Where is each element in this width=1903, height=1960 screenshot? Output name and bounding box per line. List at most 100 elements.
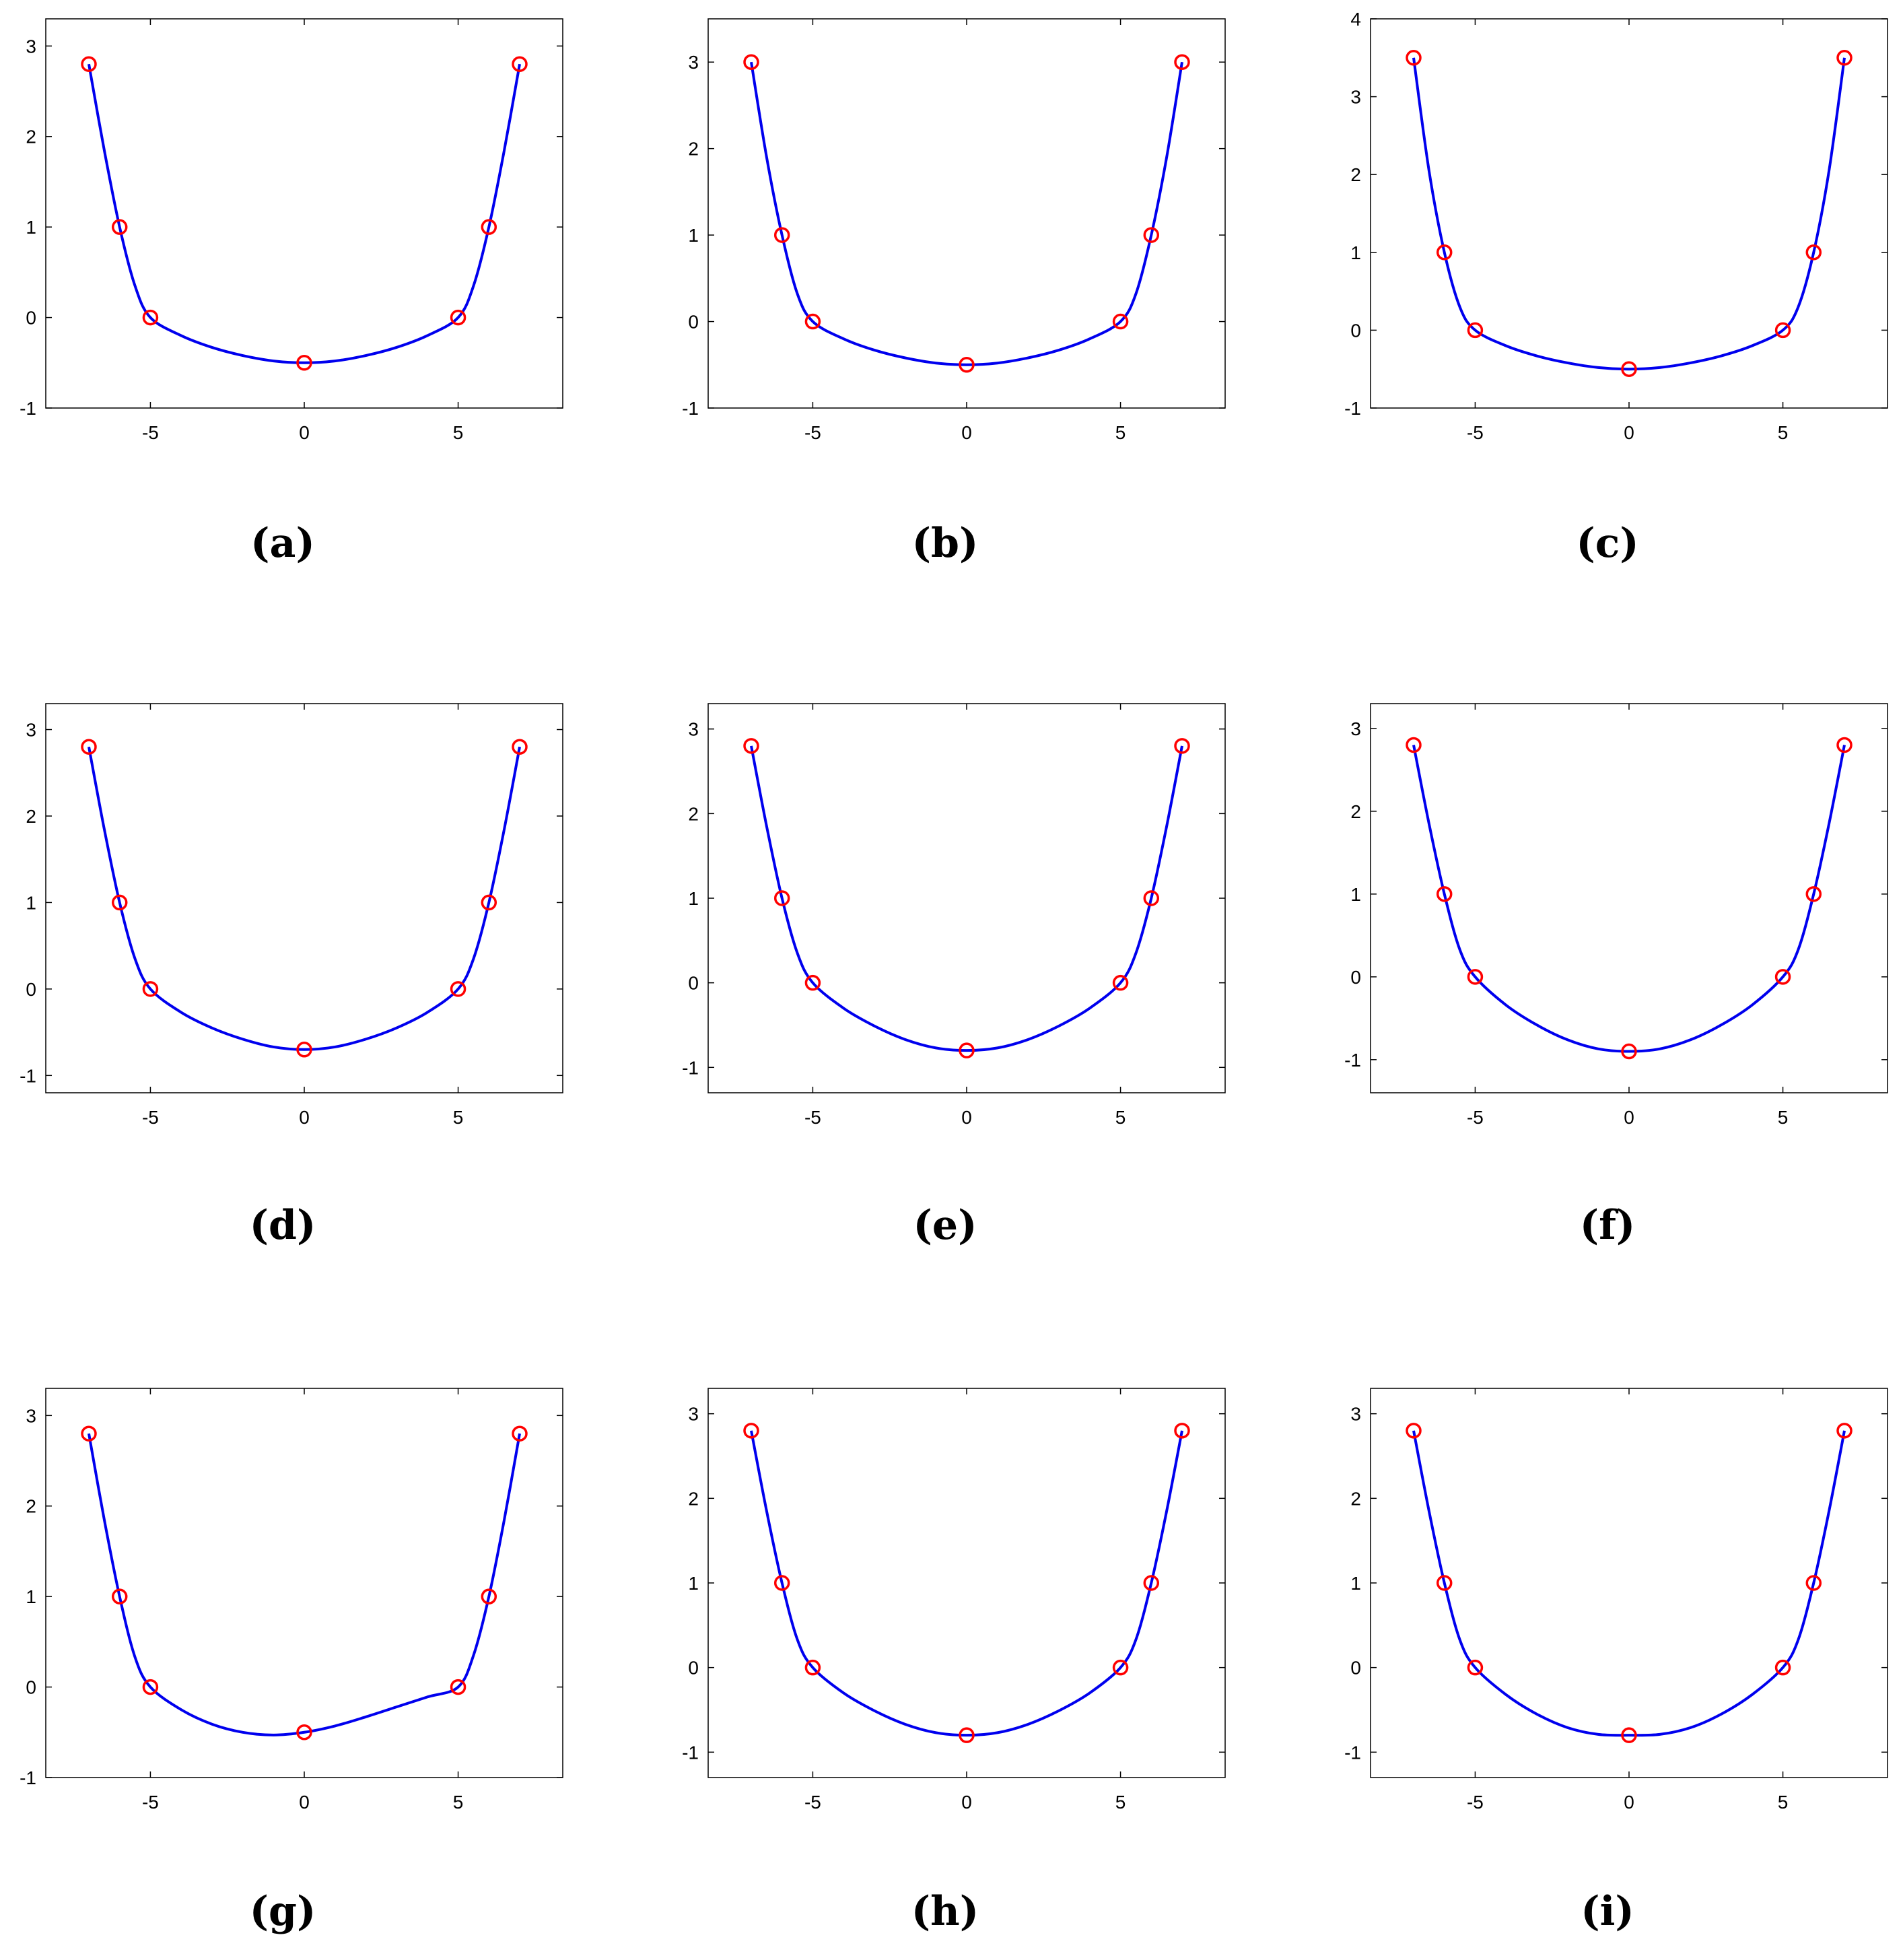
data-point [1112, 1659, 1129, 1676]
y-tick-label: 2 [1350, 801, 1361, 822]
data-point [1774, 1659, 1791, 1676]
data-point [1143, 227, 1160, 243]
axes-box [1370, 703, 1888, 1093]
x-tick-label: 5 [1778, 422, 1789, 443]
subfigure-caption: (c) [1576, 520, 1639, 567]
axes-box [45, 1388, 563, 1778]
y-tick-label: -1 [1344, 1742, 1361, 1763]
data-point [804, 1659, 821, 1676]
data-point [1805, 244, 1822, 261]
data-point [450, 309, 466, 326]
data-point [1467, 1659, 1484, 1676]
chart-panel: -5 0 5 -1 0 1 2 3 [20, 1388, 563, 1813]
series-line [1412, 1430, 1846, 1737]
data-point [1143, 1575, 1160, 1591]
subfigure-caption: (d) [249, 1202, 316, 1249]
data-point [481, 894, 497, 911]
data-point [296, 1724, 312, 1741]
data-point [1774, 969, 1791, 985]
data-point [773, 1575, 790, 1591]
x-tick-label: -5 [804, 422, 821, 443]
data-point [1174, 54, 1190, 70]
y-tick-label: -1 [20, 1065, 36, 1086]
data-point [1805, 1575, 1822, 1591]
data-point [959, 1727, 975, 1743]
data-point [111, 1588, 128, 1604]
data-point [1436, 244, 1453, 261]
data-point [1143, 890, 1160, 906]
y-tick-label: 1 [1350, 242, 1361, 263]
data-point [1467, 322, 1484, 339]
y-tick-label: 3 [26, 36, 36, 57]
chart-panel: -5 0 5 -1 0 1 2 3 4 [1344, 9, 1888, 443]
data-point [1406, 50, 1422, 66]
subfigure-caption: (i) [1581, 1888, 1634, 1935]
y-tick-label: 1 [688, 225, 699, 246]
axes-box [707, 18, 1226, 409]
x-tick-label: 5 [1778, 1107, 1789, 1128]
data-point [743, 54, 759, 70]
series-line [88, 1433, 521, 1736]
series-line [750, 1430, 1183, 1737]
series-line [1412, 57, 1846, 371]
axes-box [45, 18, 563, 409]
y-tick-label: 3 [26, 720, 36, 741]
data-point [1621, 361, 1637, 377]
data-point [1805, 886, 1822, 902]
series-line [750, 745, 1183, 1052]
x-tick-label: -5 [804, 1107, 821, 1128]
x-tick-label: -5 [142, 1107, 159, 1128]
data-point [142, 309, 159, 326]
data-point [111, 219, 128, 235]
y-tick-label: 4 [1350, 9, 1361, 30]
data-point [743, 738, 759, 754]
data-point [512, 56, 528, 72]
chart-svg: -5 0 5 -1 0 1 2 3 [682, 703, 1226, 1128]
chart-panel: -5 0 5 -1 0 1 2 3 [682, 18, 1226, 443]
y-tick-label: 2 [26, 1496, 36, 1517]
data-point [804, 313, 821, 330]
data-point [296, 355, 312, 371]
y-tick-label: 0 [1350, 320, 1361, 341]
data-point [1836, 737, 1853, 753]
chart-svg: -5 0 5 -1 0 1 2 3 [1344, 1388, 1888, 1813]
data-point [512, 739, 528, 755]
data-point [1836, 1423, 1853, 1439]
data-point [450, 981, 466, 997]
chart-svg: -5 0 5 -1 0 1 2 3 [1344, 703, 1888, 1128]
x-tick-label: 5 [453, 1792, 464, 1813]
chart-panel: -5 0 5 -1 0 1 2 3 [682, 703, 1226, 1128]
data-point [111, 894, 128, 911]
data-point [81, 739, 97, 755]
data-point [1621, 1727, 1637, 1743]
y-tick-label: -1 [682, 1742, 699, 1763]
y-tick-label: 3 [1350, 87, 1361, 108]
x-tick-label: 5 [1778, 1792, 1789, 1813]
subfigure-caption: (f) [1579, 1202, 1636, 1249]
y-tick-label: 2 [688, 1488, 699, 1509]
x-tick-label: 0 [961, 1107, 972, 1128]
x-tick-label: 0 [961, 422, 972, 443]
y-tick-label: 1 [688, 1573, 699, 1594]
chart-panel: -5 0 5 -1 0 1 2 3 [20, 18, 563, 443]
x-tick-label: 0 [299, 1107, 310, 1128]
y-tick-label: 3 [1350, 1404, 1361, 1425]
y-tick-label: 0 [688, 312, 699, 333]
x-tick-label: 0 [1624, 1792, 1634, 1813]
axes-box [1370, 18, 1888, 409]
subfigure-caption: (a) [250, 520, 315, 567]
y-tick-label: 2 [1350, 164, 1361, 185]
x-tick-label: 5 [1115, 422, 1126, 443]
y-tick-label: 1 [1350, 884, 1361, 905]
data-point [481, 1588, 497, 1604]
series-line [1412, 745, 1846, 1053]
data-point [1467, 969, 1484, 985]
y-tick-label: 2 [688, 803, 699, 824]
series-line [88, 746, 521, 1051]
y-tick-label: 0 [688, 1658, 699, 1679]
y-tick-label: 1 [26, 892, 36, 913]
y-tick-label: 2 [688, 139, 699, 160]
y-tick-label: -1 [682, 398, 699, 419]
axes-box [707, 703, 1226, 1093]
